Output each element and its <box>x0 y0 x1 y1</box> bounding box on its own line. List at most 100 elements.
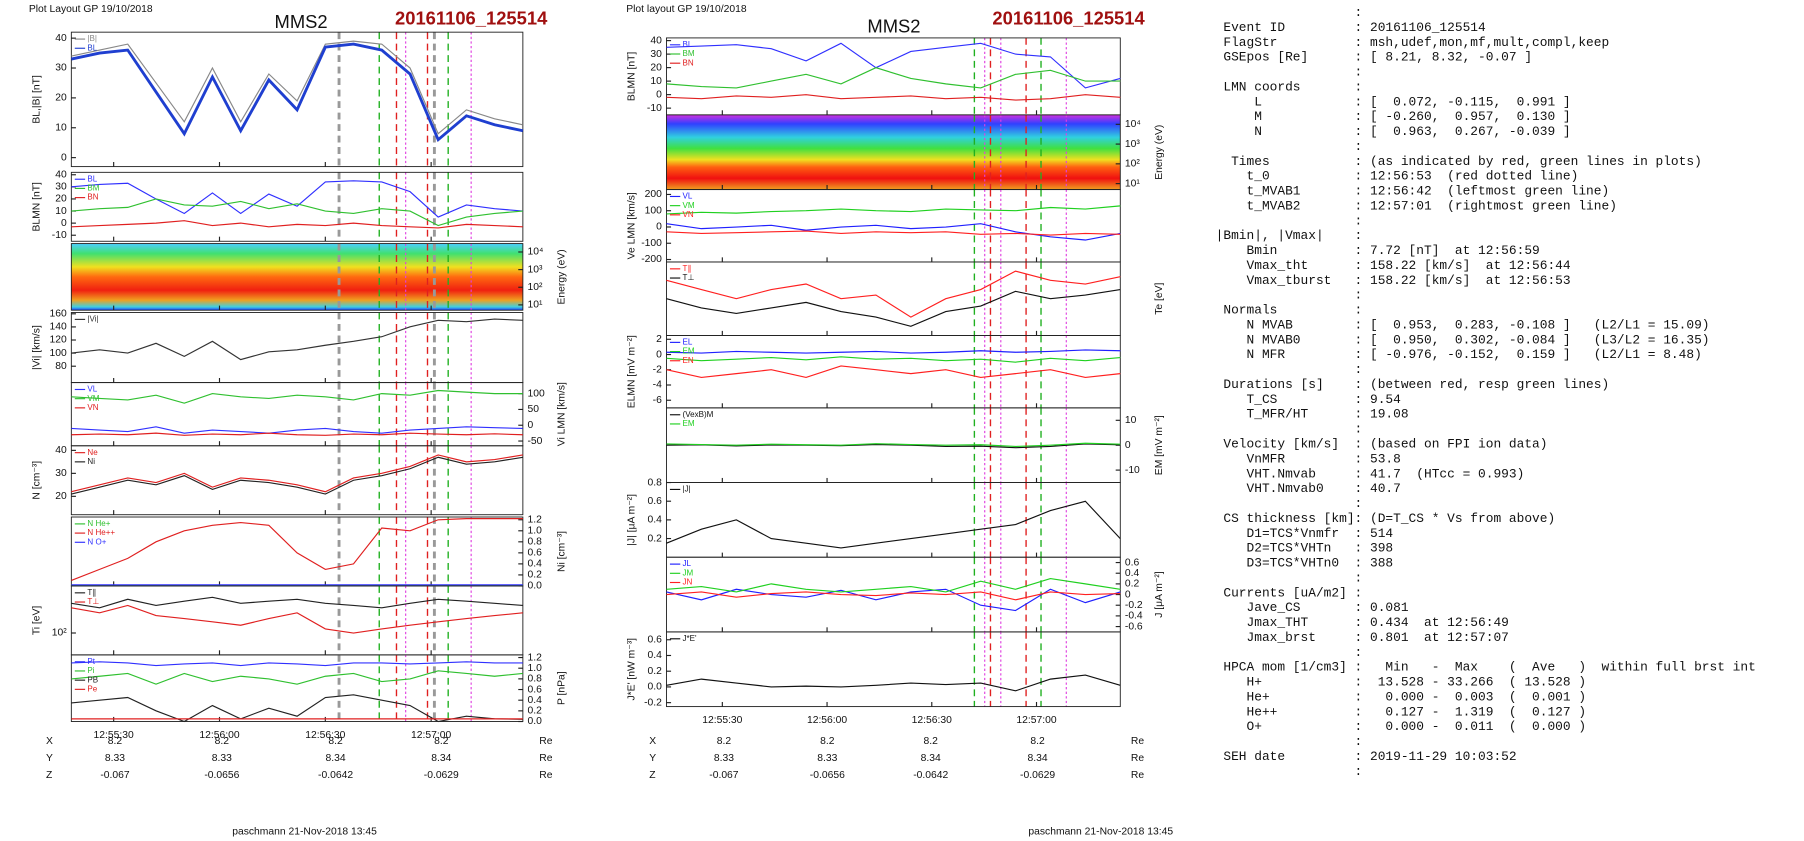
legend-label: BN <box>683 58 694 67</box>
y-tick-label: -0.2 <box>644 697 662 708</box>
coord-cell: 8.2 <box>434 736 449 747</box>
listing-line: Durations [s] : (between red, resp green… <box>1216 377 1610 392</box>
series-line <box>71 318 523 361</box>
footer: paschmann 21-Nov-2018 13:45 <box>232 827 377 838</box>
y-tick-label: 0 <box>527 420 533 431</box>
listing-line: Event ID : 20161106_125514 <box>1216 20 1486 35</box>
y-tick-label: -50 <box>527 436 542 447</box>
listing-line: L : [ 0.072, -0.115, 0.991 ] <box>1216 94 1571 109</box>
y-tick-label: 10² <box>1125 159 1140 170</box>
coord-cell: Y <box>649 753 656 764</box>
legend-label: |J| <box>683 485 691 494</box>
y-tick-label: 0 <box>656 89 662 100</box>
coord-cell: 8.33 <box>817 753 837 764</box>
y-tick-label: 120 <box>50 335 67 346</box>
legend-label: EN <box>683 356 694 365</box>
listing-line: VHT.Nmvab : 41.7 (HTcc = 0.993) <box>1216 466 1525 481</box>
legend-label: JL <box>683 559 692 568</box>
y-tick-label: 0.0 <box>648 682 663 693</box>
y-tick-label: -0.4 <box>1125 611 1143 622</box>
layout-note: Plot Layout GP 19/10/2018 <box>29 4 153 15</box>
listing-line: FlagStr : msh,udef,mon,mf,mult,compl,kee… <box>1216 35 1610 50</box>
coord-cell: -0.0629 <box>1020 770 1055 781</box>
y-axis-label: Energy (eV) <box>1154 125 1165 180</box>
coord-cell: 8.2 <box>328 736 343 747</box>
y-tick-label: 0.6 <box>527 548 542 559</box>
listing-line: : <box>1216 213 1363 228</box>
y-axis-label: |Vi| [km/s] <box>32 325 43 370</box>
y-axis-label: Ti [eV] <box>32 606 43 636</box>
x-tick-label: 12:57:00 <box>411 730 451 741</box>
y-tick-label: 100 <box>645 205 662 216</box>
y-tick-label: 0.6 <box>1125 557 1140 568</box>
legend-label: VN <box>683 210 694 219</box>
legend-label: EL <box>683 337 693 346</box>
listing-line: He+ : 0.000 - 0.003 ( 0.001 ) <box>1216 689 1586 704</box>
legend-label: Pi <box>87 666 94 675</box>
footer: paschmann 21-Nov-2018 13:45 <box>1028 827 1173 838</box>
coord-cell: Re <box>1131 753 1144 764</box>
listing-line: D3=TCS*VHTn0 : 388 <box>1216 556 1394 571</box>
y-tick-label: 30 <box>55 468 67 479</box>
y-axis-label: BLMN [nT] <box>32 182 43 231</box>
listing-line: Jmax_brst : 0.801 at 12:57:07 <box>1216 630 1509 645</box>
legend-label: |Vi| <box>87 315 98 324</box>
series-line <box>666 349 1121 354</box>
coord-cell: 8.2 <box>1030 736 1045 747</box>
legend-label: JN <box>683 578 693 587</box>
listing-line: : <box>1216 139 1363 154</box>
series-line <box>71 694 523 723</box>
spectrogram <box>71 243 523 311</box>
series-line <box>666 67 1121 89</box>
listing-line: N MFR : [ -0.976, -0.152, 0.159 ] (L2/L1… <box>1216 347 1702 362</box>
series-line <box>666 42 1121 89</box>
listing-line: Vmax_tburst : 158.22 [km/s] at 12:56:53 <box>1216 273 1571 288</box>
listing-line: Normals : <box>1216 303 1363 318</box>
y-tick-label: 0.2 <box>527 706 542 717</box>
legend-label: T⊥ <box>683 273 695 282</box>
listing-line: : <box>1216 570 1363 585</box>
y-tick-label: 200 <box>645 189 662 200</box>
x-tick-label: 12:55:30 <box>702 715 742 726</box>
coord-cell: -0.0642 <box>913 770 948 781</box>
series-line <box>666 288 1121 327</box>
legend-label: BM <box>87 184 99 193</box>
y-axis-label: Ni [cm⁻³] <box>557 531 568 572</box>
y-tick-label: 100 <box>50 348 67 359</box>
legend-label: EM <box>683 419 695 428</box>
series-line <box>71 454 523 493</box>
y-tick-label: 0.8 <box>527 674 542 685</box>
listing-line: Jave_CS : 0.081 <box>1216 600 1409 615</box>
y-axis-label: |J| [μA m⁻²] <box>627 494 638 546</box>
panel-frame <box>70 312 524 384</box>
y-tick-label: 10¹ <box>527 300 542 311</box>
series-line <box>666 230 1121 236</box>
y-tick-label: 10 <box>55 206 67 217</box>
legend-label: JM <box>683 568 694 577</box>
event-id: 20161106_125514 <box>395 7 548 28</box>
y-tick-label: 30 <box>650 49 662 60</box>
legend-label: T∥ <box>87 588 96 597</box>
listing-line: O+ : 0.000 - 0.011 ( 0.000 ) <box>1216 719 1586 734</box>
legend-label: VL <box>87 385 97 394</box>
x-tick-label: 12:56:00 <box>199 730 239 741</box>
legend-label: (VexB)M <box>683 410 714 419</box>
panel-frame <box>70 243 524 311</box>
coord-cell: 8.34 <box>1028 753 1048 764</box>
coord-cell: Re <box>539 736 552 747</box>
y-tick-label: 0 <box>1125 440 1131 451</box>
y-tick-label: 80 <box>55 361 67 372</box>
listing-line: He++ : 0.127 - 1.319 ( 0.127 ) <box>1216 704 1586 719</box>
coord-cell: 8.34 <box>326 753 346 764</box>
coord-cell: 8.34 <box>921 753 941 764</box>
series-line <box>666 223 1121 241</box>
y-tick-label: 0.2 <box>1125 579 1140 590</box>
y-tick-label: 1.2 <box>527 652 542 663</box>
listing-line: t_MVAB1 : 12:56:42 (leftmost green line) <box>1216 184 1610 199</box>
y-tick-label: 0.2 <box>648 666 663 677</box>
y-tick-label: 0 <box>656 349 662 360</box>
y-tick-label: -10 <box>52 230 67 241</box>
y-tick-label: 0.4 <box>527 695 542 706</box>
series-line <box>71 180 523 218</box>
coord-cell: Y <box>46 753 53 764</box>
